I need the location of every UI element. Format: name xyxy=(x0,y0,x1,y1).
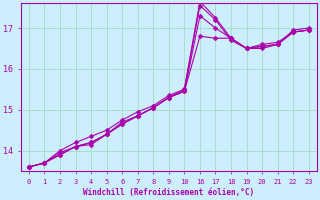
X-axis label: Windchill (Refroidissement éolien,°C): Windchill (Refroidissement éolien,°C) xyxy=(83,188,254,197)
